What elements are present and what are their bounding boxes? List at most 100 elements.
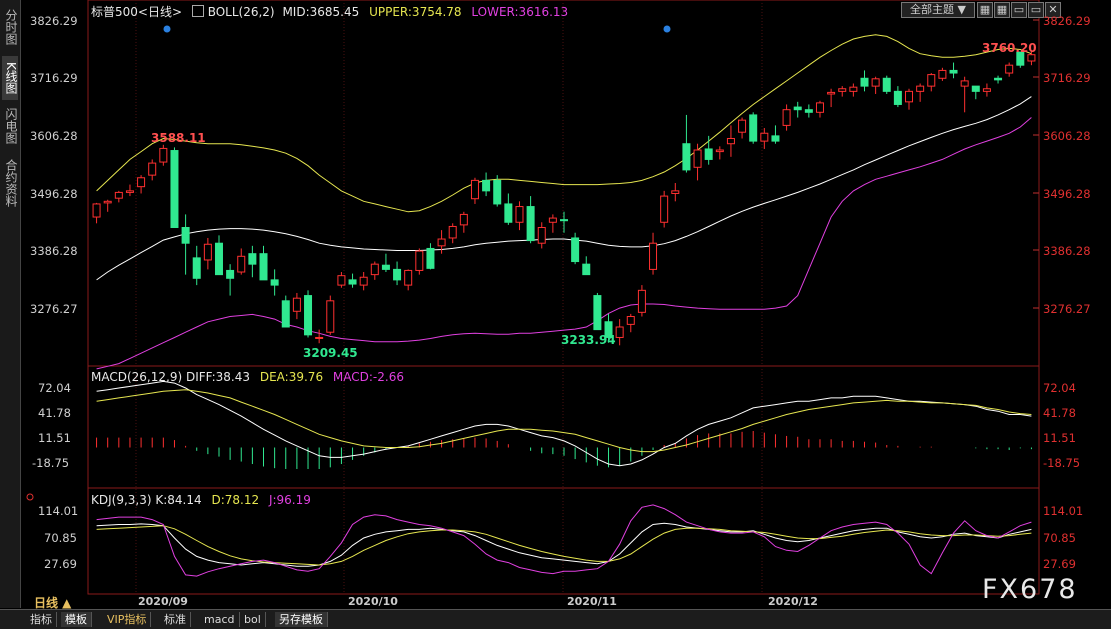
restore-icon[interactable]: ▭	[1011, 2, 1027, 18]
candle	[749, 114, 758, 142]
candle	[827, 91, 836, 95]
candle	[971, 85, 980, 92]
tab-standard[interactable]: 标准	[160, 612, 191, 627]
macd-diff: DIFF:38.43	[185, 370, 251, 384]
maximize-icon[interactable]: ▭	[1028, 2, 1044, 18]
event-marker-icon	[163, 25, 171, 33]
event-marker-icon	[663, 25, 671, 33]
y-left-label: 3826.29	[30, 14, 78, 28]
candle	[315, 336, 324, 339]
tab-bol[interactable]: bol	[240, 612, 266, 627]
candle	[1016, 51, 1025, 66]
annotation-low-oct: 3233.94	[561, 333, 616, 347]
kdj-y-right: 70.85	[1043, 531, 1076, 545]
y-right-label: 3716.29	[1043, 71, 1091, 85]
candle	[626, 316, 635, 325]
candle	[348, 279, 357, 285]
kdj-k: K:84.14	[155, 493, 202, 507]
candle	[927, 74, 936, 87]
theme-select[interactable]: 全部主题 ▼	[901, 2, 975, 18]
candle	[114, 191, 123, 199]
layout-split-icon[interactable]: ▦	[994, 2, 1010, 18]
candle	[593, 295, 602, 331]
candle	[159, 147, 168, 163]
candle	[704, 148, 713, 160]
macd-value: MACD:-2.66	[332, 370, 404, 384]
tab-contract-info[interactable]: 合约资料	[4, 159, 18, 207]
candle	[604, 321, 613, 338]
candle	[370, 263, 379, 276]
candle	[671, 190, 680, 194]
candle	[905, 90, 914, 103]
y-right-label: 3606.28	[1043, 129, 1091, 143]
candle	[838, 88, 847, 92]
macd-y-right: -18.75	[1043, 456, 1081, 470]
candle	[270, 279, 279, 286]
candle	[715, 149, 724, 153]
macd-y-left: -18.75	[32, 456, 70, 470]
x-date-label: 2020/11	[567, 595, 617, 608]
boll-icon[interactable]	[191, 5, 204, 17]
candle	[582, 263, 591, 276]
kdj-y-right: 114.01	[1043, 504, 1084, 518]
candle	[637, 289, 646, 313]
macd-dea: DEA:39.76	[259, 370, 324, 384]
kdj-label: KDJ(9,3,3)	[91, 493, 152, 507]
candle	[782, 109, 791, 126]
tab-vip-indicator[interactable]: VIP指标	[103, 612, 152, 627]
kdj-d: D:78.12	[211, 493, 260, 507]
candle	[504, 203, 513, 223]
bottom-tab-bar: 指标 模板 VIP指标 标准 macd bol 另存模板	[0, 609, 1111, 629]
period-button[interactable]: 日线 ▲	[34, 596, 72, 610]
main-header: 标普500<日线> BOLL(26,2) MID:3685.45 UPPER:3…	[91, 3, 568, 20]
kline-chart[interactable]	[0, 0, 1111, 610]
candle	[982, 88, 991, 92]
tab-template[interactable]: 模板	[61, 612, 92, 627]
candle	[426, 247, 435, 269]
candle	[849, 86, 858, 92]
tab-timeshare[interactable]: 分时图	[4, 9, 18, 45]
candle	[693, 149, 702, 168]
candle	[415, 250, 424, 271]
y-right-label: 3386.28	[1043, 244, 1091, 258]
candle	[170, 150, 179, 229]
tab-macd[interactable]: macd	[200, 612, 240, 627]
close-icon[interactable]: ✕	[1045, 2, 1061, 18]
candle	[192, 257, 201, 279]
tab-flash-chart[interactable]: 闪电图	[4, 108, 18, 144]
candle	[203, 243, 212, 261]
candle	[237, 255, 246, 273]
candle	[470, 179, 479, 200]
candle	[1005, 64, 1014, 74]
annotation-high-sep: 3588.11	[151, 131, 206, 145]
kdj-y-right: 27.69	[1043, 557, 1076, 571]
tab-indicator[interactable]: 指标	[26, 612, 57, 627]
candle	[760, 132, 769, 142]
watermark-logo: FX678	[982, 574, 1078, 605]
candle	[726, 137, 735, 145]
kdj-y-left: 27.69	[44, 557, 77, 571]
candle	[493, 179, 502, 205]
boll-lower-line	[96, 117, 1032, 370]
boll-upper-line	[96, 34, 1032, 213]
kdj-j: J:96.19	[268, 493, 311, 507]
annotation-low-sep: 3209.45	[303, 346, 358, 360]
macd-y-right: 11.51	[1043, 431, 1076, 445]
macd-y-left: 11.51	[38, 431, 71, 445]
candle	[337, 275, 346, 286]
kdj-j-line	[96, 504, 1032, 577]
candle	[949, 69, 958, 74]
candle	[660, 195, 669, 223]
tab-kline[interactable]: K线图	[2, 56, 18, 100]
candle	[916, 85, 925, 92]
candle	[92, 203, 101, 218]
candle	[1027, 54, 1036, 62]
layout-grid-icon[interactable]: ▦	[977, 2, 993, 18]
candle	[304, 295, 313, 336]
sidebar: 分时图 K线图 闪电图 合约资料	[0, 0, 21, 608]
candle	[137, 177, 146, 188]
candle	[871, 78, 880, 87]
y-right-label: 3276.27	[1043, 302, 1091, 316]
tab-save-template[interactable]: 另存模板	[275, 612, 328, 627]
annotation-high-dec: 3760.20	[982, 41, 1037, 55]
